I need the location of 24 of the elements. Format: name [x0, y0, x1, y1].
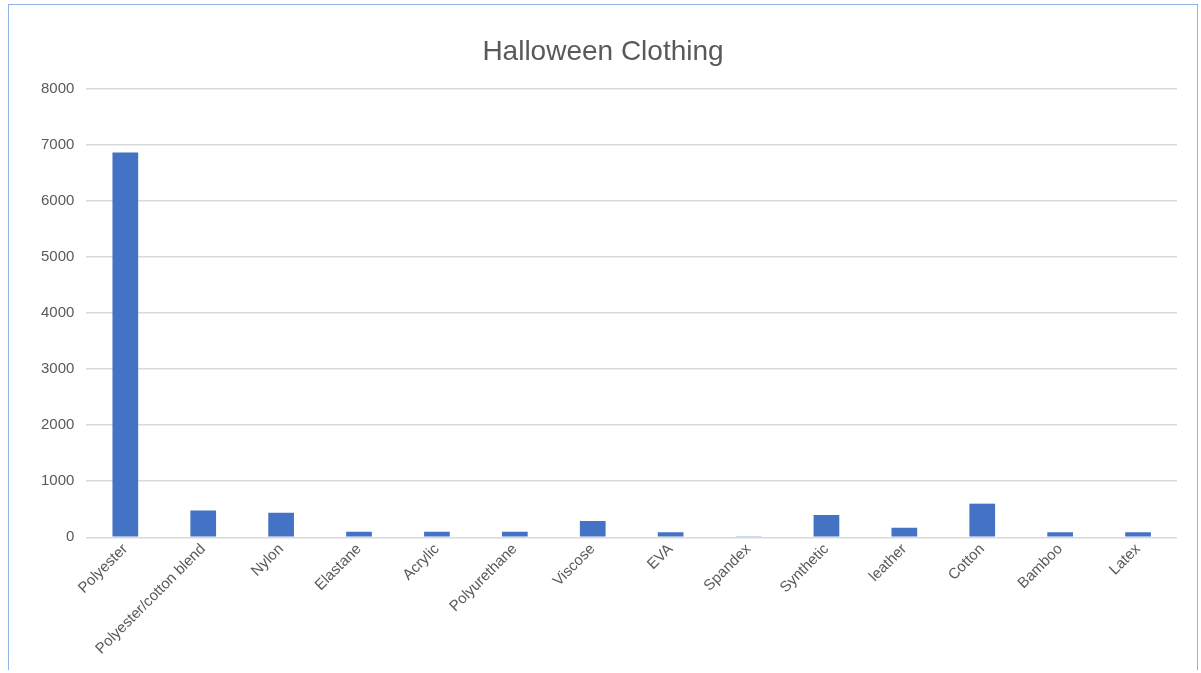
- bar: [1047, 532, 1073, 537]
- bar: [813, 514, 840, 537]
- y-tick-label: 2000: [40, 415, 75, 433]
- bar: [657, 532, 684, 537]
- y-tick-label: 4000: [40, 303, 75, 321]
- bar: [424, 531, 450, 537]
- y-tick-label: 8000: [40, 78, 75, 96]
- bar: [1125, 532, 1151, 537]
- bar: [579, 521, 606, 537]
- bar: [501, 531, 528, 537]
- y-tick-label: 5000: [40, 247, 75, 265]
- chart-title: Halloween Clothing: [482, 34, 724, 66]
- y-tick-label: 3000: [40, 359, 75, 377]
- y-tick-label: 0: [66, 527, 75, 545]
- bar: [268, 512, 294, 537]
- x-tick-label: EVA: [643, 539, 676, 573]
- bar: [112, 152, 139, 537]
- y-tick-label: 1000: [40, 471, 75, 489]
- bar: [346, 531, 372, 537]
- bar: [969, 503, 996, 537]
- y-tick-label: 7000: [40, 134, 75, 152]
- bar: [190, 510, 217, 537]
- y-tick-label: 6000: [40, 190, 75, 208]
- bar: [891, 527, 918, 537]
